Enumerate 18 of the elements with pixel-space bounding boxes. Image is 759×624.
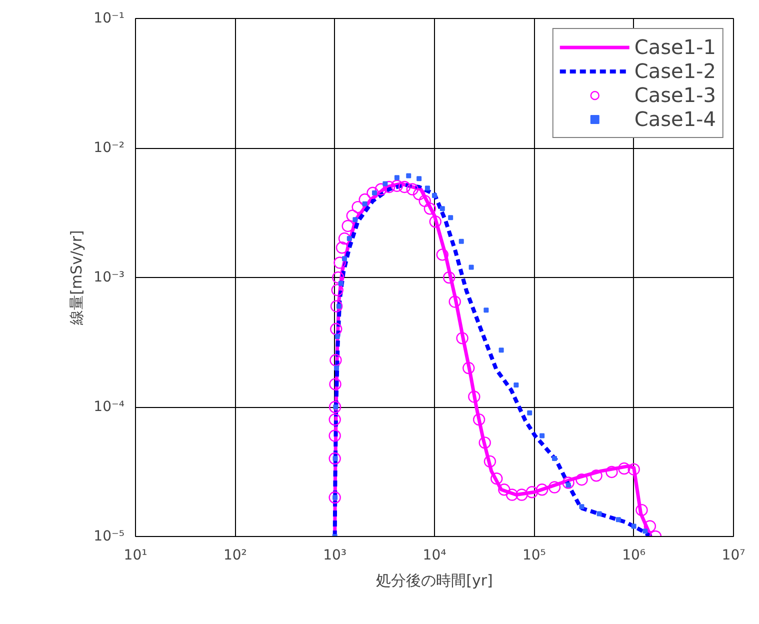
x-tick-label: 10⁴: [422, 548, 447, 564]
y-tick-label: 10⁻³: [94, 270, 125, 286]
x-tick-label: 10⁶: [622, 548, 646, 564]
x-tick-label: 10³: [323, 548, 347, 564]
legend-label: Case1‐1: [634, 35, 716, 59]
x-axis-title: 処分後の時間[yr]: [376, 572, 493, 590]
y-tick-label: 10⁻⁴: [94, 399, 125, 415]
x-tick-label: 10⁷: [722, 548, 746, 564]
y-tick-label: 10⁻⁵: [94, 528, 125, 544]
x-tick-label: 10¹: [124, 548, 148, 564]
x-tick-label: 10²: [223, 548, 247, 564]
y-tick-label: 10⁻¹: [94, 10, 125, 26]
legend-label: Case1‐3: [634, 83, 716, 107]
y-tick-label: 10⁻²: [94, 140, 125, 156]
y-axis-title: 線量[mSv/yr]: [68, 230, 86, 326]
legend-label: Case1‐2: [634, 59, 716, 83]
legend-label: Case1‐4: [634, 107, 716, 131]
x-tick-label: 10⁵: [522, 548, 546, 564]
